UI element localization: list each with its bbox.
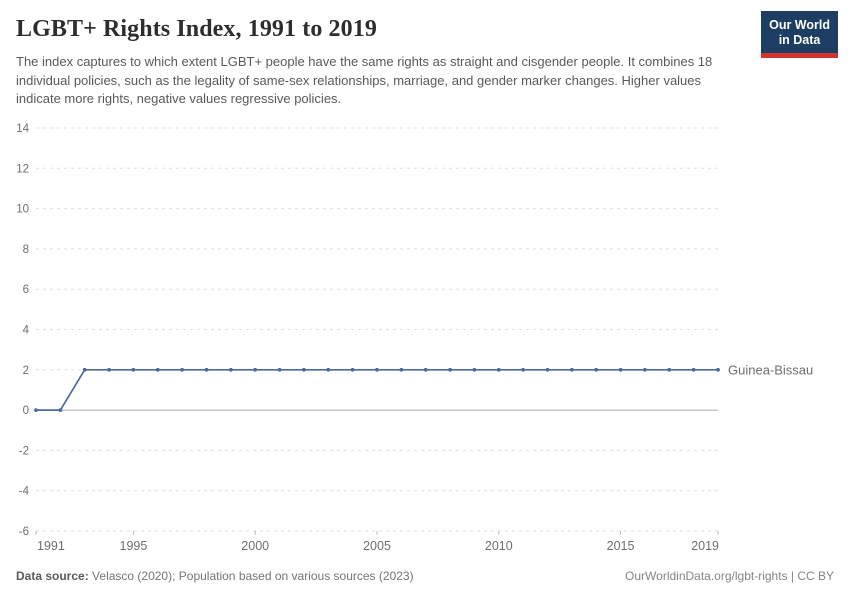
data-point bbox=[667, 367, 672, 372]
y-axis-label: 8 bbox=[23, 244, 29, 256]
data-point bbox=[82, 367, 87, 372]
data-source: Data source: Velasco (2020); Population … bbox=[16, 569, 414, 583]
chart-footer: Data source: Velasco (2020); Population … bbox=[16, 569, 834, 583]
owid-logo-line2: in Data bbox=[778, 33, 821, 47]
data-point bbox=[302, 367, 306, 372]
page-title: LGBT+ Rights Index, 1991 to 2019 bbox=[16, 16, 377, 42]
owid-logo[interactable]: Our World in Data bbox=[761, 11, 838, 58]
y-axis-label: 14 bbox=[16, 123, 29, 135]
x-axis-label: 1991 bbox=[37, 539, 65, 553]
y-axis-label: 2 bbox=[23, 365, 29, 377]
data-point bbox=[253, 367, 258, 372]
y-axis-label: 10 bbox=[16, 204, 29, 216]
data-source-label: Data source: bbox=[16, 569, 89, 583]
data-point bbox=[448, 367, 452, 372]
data-point bbox=[326, 367, 331, 372]
data-point bbox=[229, 367, 233, 372]
y-axis-label: 12 bbox=[16, 163, 29, 175]
data-point bbox=[521, 367, 525, 372]
series-label: Guinea-Bissau bbox=[728, 362, 813, 377]
data-point bbox=[545, 367, 550, 372]
data-point bbox=[399, 367, 404, 372]
data-point bbox=[594, 367, 599, 372]
data-point bbox=[496, 367, 501, 372]
data-point bbox=[375, 367, 379, 372]
data-point bbox=[204, 367, 209, 372]
y-axis-label: -4 bbox=[19, 486, 30, 498]
series-line bbox=[35, 368, 719, 411]
x-axis-label: 2019 bbox=[691, 539, 719, 553]
y-axis-label: 6 bbox=[23, 284, 29, 296]
y-axis-label: 0 bbox=[23, 405, 29, 417]
x-axis-label: 2005 bbox=[363, 539, 391, 553]
data-point bbox=[155, 367, 160, 372]
data-point bbox=[350, 367, 355, 372]
data-point bbox=[58, 408, 63, 412]
data-point bbox=[423, 367, 428, 372]
data-point bbox=[716, 367, 720, 372]
data-point bbox=[131, 367, 136, 372]
data-point bbox=[618, 367, 623, 372]
license-link[interactable]: OurWorldinData.org/lgbt-rights | CC BY bbox=[625, 569, 834, 583]
data-point bbox=[277, 367, 282, 372]
data-point bbox=[691, 367, 696, 372]
x-axis-label: 2015 bbox=[607, 539, 635, 553]
owid-logo-line1: Our World bbox=[769, 18, 830, 32]
data-point bbox=[180, 367, 185, 372]
y-axis-label: -6 bbox=[19, 526, 29, 538]
data-point bbox=[34, 408, 38, 412]
y-axis-label: -2 bbox=[19, 445, 29, 457]
data-point bbox=[472, 367, 477, 372]
x-axis-label: 2000 bbox=[241, 539, 269, 553]
data-source-text: Velasco (2020); Population based on vari… bbox=[92, 569, 414, 583]
data-point bbox=[570, 367, 574, 372]
x-axis-label: 1995 bbox=[120, 539, 148, 553]
data-point bbox=[643, 367, 647, 372]
x-axis-label: 2010 bbox=[485, 539, 513, 553]
data-point bbox=[107, 367, 111, 372]
y-axis-label: 4 bbox=[23, 325, 30, 337]
chart-subtitle: The index captures to which extent LGBT+… bbox=[16, 54, 713, 106]
